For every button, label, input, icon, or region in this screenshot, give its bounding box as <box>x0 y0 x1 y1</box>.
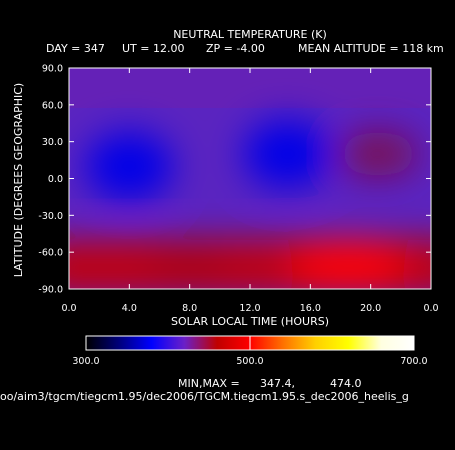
y-tick-label-3: 0.0 <box>48 174 63 185</box>
heatmap-feature-warm-2 <box>338 131 419 176</box>
y-tick-label-5: -60.0 <box>38 248 63 259</box>
minmax-label: MIN,MAX = <box>178 377 240 390</box>
x-axis-label: SOLAR LOCAL TIME (HOURS) <box>171 315 329 328</box>
heatmap-feature-cold-1 <box>243 119 332 188</box>
x-tick-label-2: 8.0 <box>182 303 197 314</box>
y-tick-label-1: 60.0 <box>42 100 63 111</box>
heatmap-north-band <box>69 68 431 108</box>
heatmap-feature-hot-3 <box>288 238 409 289</box>
subtitle-day: DAY = 347 <box>46 42 105 55</box>
x-axis-ticks: 0.0 4.0 8.0 12.0 16.0 20.0 0.0 <box>61 68 439 314</box>
y-axis-label: LATITUDE (DEGREES GEOGRAPHIC) <box>12 83 25 277</box>
x-tick-label-6: 0.0 <box>423 303 438 314</box>
y-tick-label-2: 30.0 <box>42 137 63 148</box>
heatmap-feature-cold-0 <box>85 132 174 201</box>
heatmap-field <box>69 68 431 289</box>
subtitle-ut: UT = 12.00 <box>122 42 184 55</box>
footer-file-path: oo/aim3/tgcm/tiegcm1.95/dec2006/TGCM.tie… <box>0 390 409 403</box>
x-tick-label-1: 4.0 <box>122 303 137 314</box>
heatmap-features <box>69 119 431 289</box>
y-tick-label-0: 90.0 <box>42 64 63 75</box>
y-tick-label-4: -30.0 <box>38 211 63 222</box>
y-axis-ticks: 90.0 60.0 30.0 0.0 -30.0 -60.0 -90.0 <box>38 64 431 296</box>
colorbar-tick-min: 300.0 <box>72 356 99 367</box>
max-value: 474.0 <box>330 377 362 390</box>
colorbar-tick-mid: 500.0 <box>236 356 263 367</box>
subtitle-mean-altitude: MEAN ALTITUDE = 118 km <box>298 42 444 55</box>
min-value: 347.4, <box>260 377 295 390</box>
colorbar-tick-max: 700.0 <box>400 356 427 367</box>
heatmap-feature-warm-4 <box>149 242 230 287</box>
x-tick-label-0: 0.0 <box>61 303 76 314</box>
subtitle-zp: ZP = -4.00 <box>206 42 265 55</box>
x-tick-label-3: 12.0 <box>239 303 260 314</box>
x-tick-label-5: 20.0 <box>360 303 381 314</box>
y-tick-label-6: -90.0 <box>38 285 63 296</box>
chart-title: NEUTRAL TEMPERATURE (K) <box>173 28 327 41</box>
x-tick-label-4: 16.0 <box>300 303 321 314</box>
